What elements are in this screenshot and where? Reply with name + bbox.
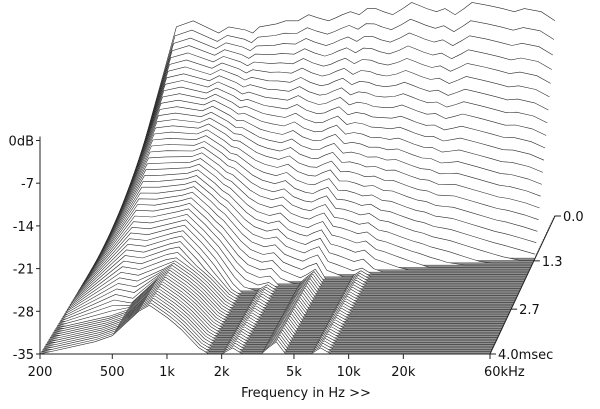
slice-ridge-line: [96, 146, 535, 261]
slice-ridge-line: [99, 135, 537, 256]
frequency-tick-label: 200: [28, 365, 53, 380]
slice-ridge-line: [93, 158, 532, 266]
slice-ridge-line: [115, 66, 549, 231]
time-tick-label: 4.0msec: [498, 348, 553, 363]
slice-ridge-line: [109, 93, 545, 240]
time-tick-label: 0.0: [563, 210, 584, 225]
db-tick-label: -35: [13, 348, 34, 363]
slice-ridge-line: [123, 2, 556, 217]
frequency-tick-label: 60kHz: [484, 365, 525, 380]
slice-ridge-line: [118, 52, 551, 226]
db-tick-label: -14: [13, 220, 34, 235]
slice-ridge-line: [113, 73, 548, 233]
frequency-tick-label: 10k: [337, 365, 362, 380]
slice-ridge-line: [120, 32, 553, 221]
frequency-tick-label: 5k: [286, 365, 302, 380]
slice-ridge-line: [103, 117, 540, 249]
slice-ridge-line: [106, 105, 542, 245]
time-tick-label: 1.3: [542, 255, 563, 270]
chart-axes: [39, 136, 556, 355]
db-tick-label: -28: [13, 305, 34, 320]
slice-ridge-line: [100, 129, 538, 254]
db-axis-ticks: 0dB -7 -14 -21 -28 -35: [9, 135, 40, 363]
frequency-tick-label: 20k: [391, 365, 416, 380]
slice-ridge-line: [102, 123, 539, 252]
slice-ridge-line: [112, 80, 547, 235]
db-tick-label: -7: [21, 177, 34, 192]
slice-ridge-line: [105, 111, 541, 247]
time-tick-label: 2.7: [519, 303, 540, 318]
slice-ridge-line: [98, 141, 536, 259]
time-axis-line: [489, 215, 556, 355]
frequency-axis-ticks: 200 500 1k 2k 5k 10k 20k 60kHz: [28, 354, 525, 380]
frequency-tick-label: 2k: [214, 365, 230, 380]
decay-slices: [39, 2, 556, 355]
slice-ridge-line: [119, 45, 552, 224]
slice-ridge-line: [116, 59, 550, 228]
db-tick-label: 0dB: [9, 135, 34, 150]
slice-fill: [40, 305, 490, 354]
slice-ridge-line: [95, 152, 533, 264]
frequency-tick-label: 1k: [159, 365, 175, 380]
x-axis-label: Frequency in Hz >>: [241, 386, 371, 401]
frequency-tick-label: 500: [100, 365, 125, 380]
slice-ridge-line: [108, 99, 544, 242]
db-tick-label: -21: [13, 263, 34, 278]
time-axis-ticks: 0.0 1.3 2.7 4.0msec: [490, 210, 584, 363]
slice-ridge-line: [110, 86, 546, 238]
slice-ridge-line: [122, 18, 555, 219]
